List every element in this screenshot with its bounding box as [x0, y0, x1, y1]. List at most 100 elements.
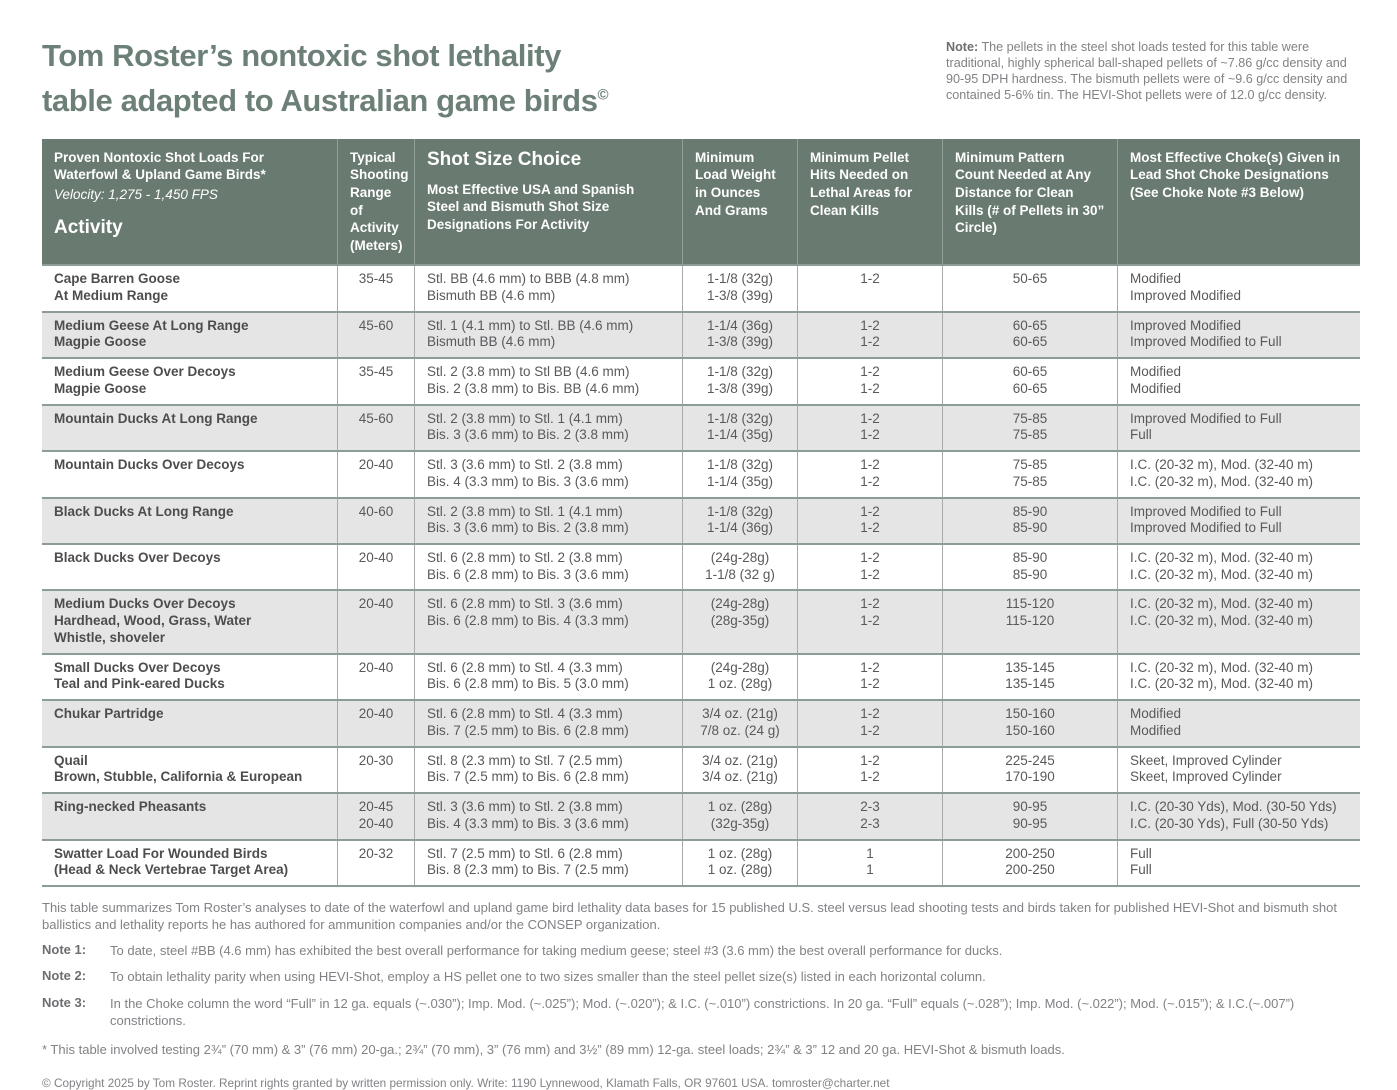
- header-shot-size-title: Shot Size Choice: [427, 148, 582, 170]
- activity-cell: Chukar Partridge: [54, 706, 164, 722]
- table-body: Cape Barren Goose At Medium Range 35-45 St…: [42, 264, 1360, 885]
- range-cell: 20-40: [337, 591, 414, 653]
- range-cell: 20-30: [337, 747, 414, 793]
- shot-size-cell: Stl. 6 (2.8 mm) to Stl. 2 (3.8 mm) Bis. …: [414, 544, 682, 590]
- shot-size-cell: Stl. BB (4.6 mm) to BBB (4.8 mm) Bismuth…: [414, 266, 682, 311]
- choke-cell: Modified Improved Modified: [1117, 266, 1362, 311]
- page-title-line1: Tom Roster’s nontoxic shot lethality: [42, 38, 561, 73]
- shot-size-cell: Stl. 8 (2.3 mm) to Stl. 7 (2.5 mm) Bis. …: [414, 747, 682, 793]
- pellet-hits-cell: 1-2 1-2: [797, 544, 942, 590]
- load-weight-cell: (24g-28g) (28g-35g): [682, 591, 797, 653]
- activity-cell: Medium Geese At Long Range Magpie Goose: [54, 317, 249, 350]
- shot-size-cell: Stl. 1 (4.1 mm) to Stl. BB (4.6 mm) Bism…: [414, 312, 682, 358]
- range-cell: 35-45: [337, 266, 414, 311]
- footnote-text: To date, steel #BB (4.6 mm) has exhibite…: [110, 943, 1003, 959]
- pellet-hits-cell: 1 1: [797, 840, 942, 885]
- shot-size-cell: Stl. 3 (3.6 mm) to Stl. 2 (3.8 mm) Bis. …: [414, 794, 682, 839]
- pellet-hits-cell: 1-2 1-2: [797, 701, 942, 746]
- shot-size-cell: Stl. 2 (3.8 mm) to Stl BB (4.6 mm) Bis. …: [414, 359, 682, 404]
- pellet-hits-cell: 1-2 1-2: [797, 405, 942, 451]
- shot-size-cell: Stl. 3 (3.6 mm) to Stl. 2 (3.8 mm) Bis. …: [414, 452, 682, 497]
- range-cell: 45-60: [337, 405, 414, 451]
- table-row: Mountain Ducks At Long Range 45-60 Stl. 2 …: [42, 403, 1362, 451]
- header-note-text: The pellets in the steel shot loads test…: [946, 40, 1348, 102]
- shot-size-cell: Stl. 6 (2.8 mm) to Stl. 3 (3.6 mm) Bis. …: [414, 591, 682, 653]
- choke-cell: Full Full: [1117, 840, 1362, 885]
- table-row: Small Ducks Over Decoys Teal and Pink-ea…: [42, 652, 1362, 700]
- load-weight-cell: 1 oz. (28g) 1 oz. (28g): [682, 840, 797, 885]
- pellet-hits-cell: 2-3 2-3: [797, 794, 942, 839]
- activity-cell: Ring-necked Pheasants: [54, 799, 207, 815]
- table-row: Chukar Partridge 20-40 Stl. 6 (2.8 mm) to …: [42, 699, 1362, 746]
- activity-cell: Swatter Load For Wounded Birds (Head & N…: [54, 845, 289, 878]
- load-weight-cell: (24g-28g) 1 oz. (28g): [682, 654, 797, 700]
- load-weight-cell: 1-1/8 (32g) 1-1/4 (35g): [682, 452, 797, 497]
- pattern-count-cell: 85-90 85-90: [942, 544, 1117, 590]
- pattern-count-cell: 85-90 85-90: [942, 498, 1117, 543]
- range-cell: 20-40: [337, 452, 414, 497]
- pellet-hits-cell: 1-2 1-2: [797, 359, 942, 404]
- copyright-symbol: ©: [597, 86, 609, 104]
- range-cell: 20-45 20-40: [337, 794, 414, 839]
- pellet-hits-cell: 1-2 1-2: [797, 591, 942, 653]
- range-cell: 20-40: [337, 701, 414, 746]
- footnote: Note 1: To date, steel #BB (4.6 mm) has e…: [42, 942, 1360, 959]
- choke-cell: Improved Modified to Full Improved Modif…: [1117, 498, 1362, 543]
- choke-cell: Modified Modified: [1117, 359, 1362, 404]
- table-row: Cape Barren Goose At Medium Range 35-45 St…: [42, 264, 1362, 311]
- header-shot-size-sub: Most Effective USA and Spanish Steel and…: [427, 181, 635, 232]
- header-shot-size: Shot Size Choice Most Effective USA and …: [414, 138, 682, 265]
- pellet-hits-cell: 1-2 1-2: [797, 747, 942, 793]
- header-pattern-count: Minimum Pattern Count Needed at Any Dist…: [942, 138, 1117, 265]
- pattern-count-cell: 60-65 60-65: [942, 312, 1117, 358]
- choke-cell: Improved Modified Improved Modified to F…: [1117, 312, 1362, 358]
- header-note-label: Note:: [946, 40, 979, 54]
- table-row: Black Ducks Over Decoys 20-40 Stl. 6 (2.8 …: [42, 542, 1362, 590]
- load-weight-cell: 1-1/4 (36g) 1-3/8 (39g): [682, 312, 797, 358]
- pattern-count-cell: 225-245 170-190: [942, 747, 1117, 793]
- range-cell: 20-32: [337, 840, 414, 885]
- pellet-hits-cell: 1-2: [797, 266, 942, 311]
- pellet-hits-cell: 1-2 1-2: [797, 498, 942, 543]
- pattern-count-cell: 200-250 200-250: [942, 840, 1117, 885]
- footnotes: Note 1: To date, steel #BB (4.6 mm) has e…: [42, 942, 1360, 1029]
- activity-cell: Medium Geese Over Decoys Magpie Goose: [54, 364, 236, 396]
- header-load-weight: Minimum Load Weight in Ounces And Grams: [682, 138, 797, 265]
- choke-cell: I.C. (20-32 m), Mod. (32-40 m) I.C. (20-…: [1117, 654, 1362, 700]
- pellet-hits-cell: 1-2 1-2: [797, 654, 942, 700]
- choke-cell: Modified Modified: [1117, 701, 1362, 746]
- load-weight-cell: 1-1/8 (32g) 1-3/8 (39g): [682, 359, 797, 404]
- pattern-count-cell: 75-85 75-85: [942, 452, 1117, 497]
- load-weight-cell: 3/4 oz. (21g) 3/4 oz. (21g): [682, 747, 797, 793]
- activity-cell: Mountain Ducks Over Decoys: [54, 457, 245, 473]
- pattern-count-cell: 60-65 60-65: [942, 359, 1117, 404]
- activity-cell: Small Ducks Over Decoys Teal and Pink-ea…: [54, 659, 225, 692]
- footnote: Note 2: To obtain lethality parity when u…: [42, 968, 1360, 985]
- shot-size-cell: Stl. 2 (3.8 mm) to Stl. 1 (4.1 mm) Bis. …: [414, 498, 682, 543]
- footnote-label: Note 2:: [42, 968, 87, 984]
- choke-cell: I.C. (20-32 m), Mod. (32-40 m) I.C. (20-…: [1117, 544, 1362, 590]
- table-header-row: Proven Nontoxic Shot Loads For Waterfowl…: [42, 138, 1360, 265]
- load-weight-cell: (24g-28g) 1-1/8 (32 g): [682, 544, 797, 590]
- activity-cell: Quail Brown, Stubble, California & Europ…: [54, 752, 303, 785]
- table-row: Ring-necked Pheasants 20-45 20-40 Stl. 3 (…: [42, 792, 1360, 839]
- footnote: Note 3: In the Choke column the word “Ful…: [42, 995, 1360, 1029]
- pellet-hits-cell: 1-2 1-2: [797, 312, 942, 358]
- footnote-text: In the Choke column the word “Full” in 1…: [110, 995, 1295, 1028]
- table-row: Mountain Ducks Over Decoys 20-40 Stl. 3 (3…: [42, 450, 1360, 497]
- header-range: Typical Shooting Range of Activity (Mete…: [337, 138, 414, 265]
- load-weight-cell: 3/4 oz. (21g) 7/8 oz. (24 g): [682, 701, 797, 746]
- choke-cell: Improved Modified to Full Full: [1117, 405, 1362, 451]
- range-cell: 20-40: [337, 654, 414, 700]
- footnote-text: To obtain lethality parity when using HE…: [110, 969, 986, 985]
- copyright-line: © Copyright 2025 by Tom Roster. Reprint …: [42, 1075, 890, 1090]
- header-pellet-hits: Minimum Pellet Hits Needed on Lethal Are…: [797, 138, 942, 265]
- table-row: Swatter Load For Wounded Birds (Head & N…: [42, 838, 1362, 885]
- pattern-count-cell: 75-85 75-85: [942, 405, 1117, 451]
- table-row: Medium Ducks Over Decoys Hardhead, Wood,…: [42, 589, 1360, 653]
- shot-size-cell: Stl. 6 (2.8 mm) to Stl. 4 (3.3 mm) Bis. …: [414, 701, 682, 746]
- shot-size-cell: Stl. 2 (3.8 mm) to Stl. 1 (4.1 mm) Bis. …: [414, 405, 682, 451]
- pattern-count-cell: 90-95 90-95: [942, 794, 1117, 839]
- shot-size-cell: Stl. 7 (2.5 mm) to Stl. 6 (2.8 mm) Bis. …: [414, 840, 682, 885]
- pattern-count-cell: 115-120 115-120: [942, 591, 1117, 653]
